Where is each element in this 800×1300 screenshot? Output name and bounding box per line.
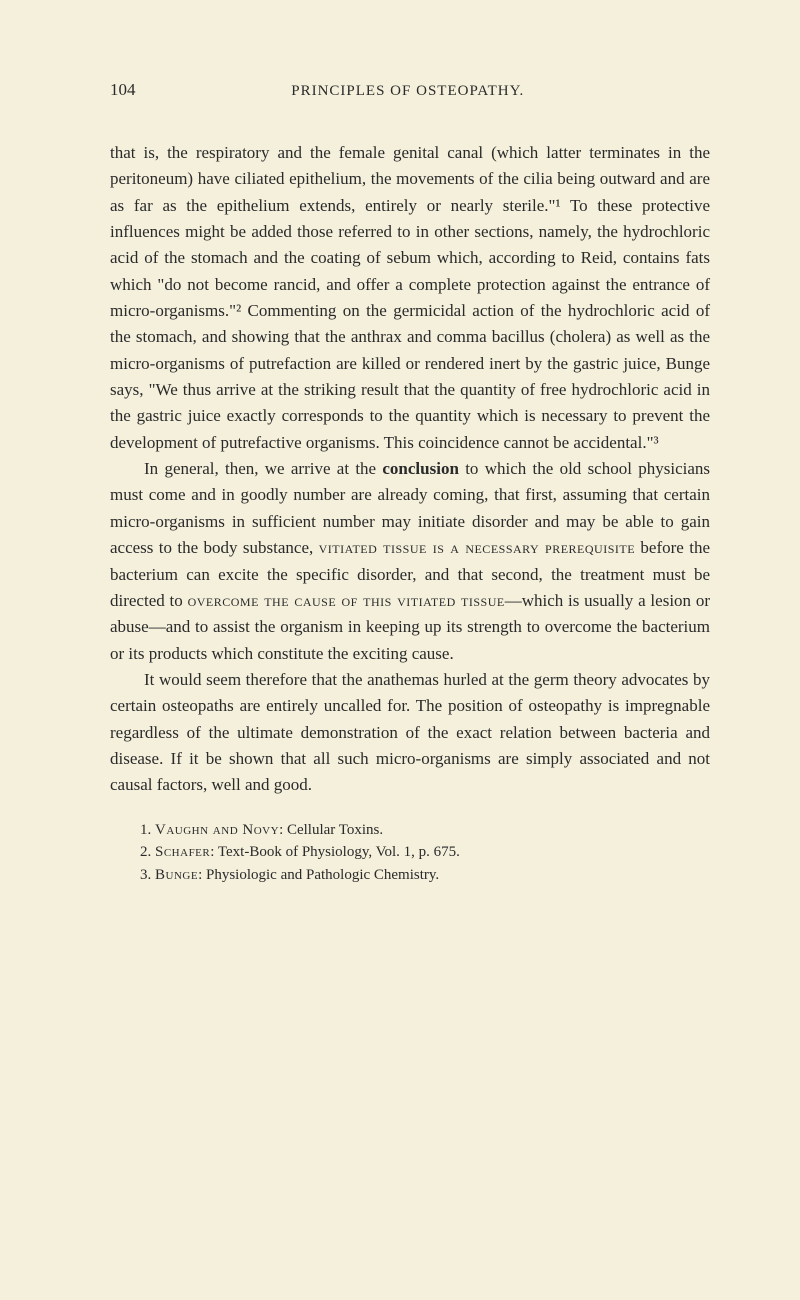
footnote-2: 2. Schafer: Text-Book of Physiology, Vol… — [110, 841, 710, 864]
footnote-1: 1. Vaughn and Novy: Cellular Toxins. — [110, 819, 710, 842]
f3-author: Bunge — [155, 867, 198, 883]
f1-num: 1. — [140, 822, 151, 838]
footnote-3: 3. Bunge: Physiologic and Pathologic Che… — [110, 864, 710, 887]
paragraph-3: It would seem therefore that the anathem… — [110, 667, 710, 799]
f1-author: Vaughn and Novy — [155, 822, 279, 838]
p2-conclusion-bold: conclusion — [382, 459, 459, 478]
body-text: that is, the respiratory and the female … — [110, 140, 710, 799]
paragraph-2: In general, then, we arrive at the concl… — [110, 456, 710, 667]
footnotes: 1. Vaughn and Novy: Cellular Toxins. 2. … — [110, 819, 710, 887]
p2-text-a: In general, then, we arrive at the — [144, 459, 382, 478]
f2-num: 2. — [140, 844, 151, 860]
page-number: 104 — [110, 80, 136, 100]
p2-smallcaps-2: overcome the cause of this vitiated tiss… — [188, 591, 505, 610]
f3-rest: : Physiologic and Pathologic Chemistry. — [198, 867, 439, 883]
f2-rest: : Text-Book of Physiology, Vol. 1, p. 67… — [210, 844, 460, 860]
paragraph-1: that is, the respiratory and the female … — [110, 140, 710, 456]
chapter-title: PRINCIPLES OF OSTEOPATHY. — [291, 83, 524, 100]
page-header: 104 PRINCIPLES OF OSTEOPATHY. — [110, 80, 710, 100]
page-container: 104 PRINCIPLES OF OSTEOPATHY. that is, t… — [0, 0, 800, 946]
f2-author: Schafer — [155, 844, 210, 860]
f1-rest: : Cellular Toxins. — [279, 822, 383, 838]
f3-num: 3. — [140, 867, 151, 883]
p2-smallcaps-1: vitiated tissue is a necessary prerequis… — [319, 538, 635, 557]
